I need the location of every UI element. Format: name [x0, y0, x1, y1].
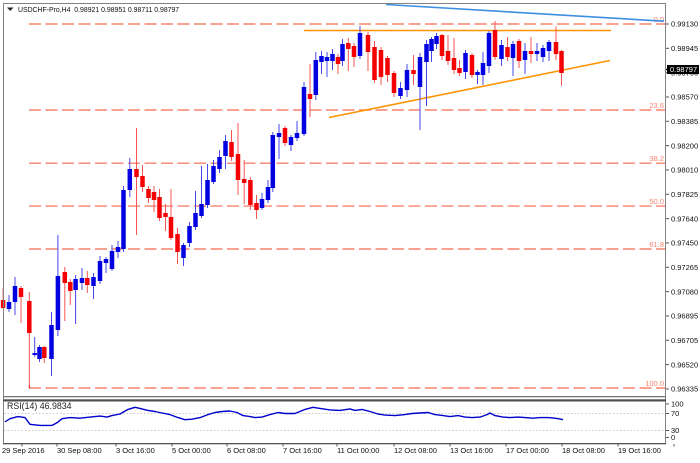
svg-text:12 Oct 08:00: 12 Oct 08:00 — [394, 446, 437, 455]
svg-text:RSI(14) 46.9834: RSI(14) 46.9834 — [7, 401, 72, 411]
svg-text:100.0: 100.0 — [645, 379, 664, 388]
svg-text:17 Oct 00:00: 17 Oct 00:00 — [506, 446, 549, 455]
svg-text:5 Oct 00:00: 5 Oct 00:00 — [172, 446, 211, 455]
svg-text:0: 0 — [671, 433, 675, 442]
svg-text:30: 30 — [671, 426, 679, 435]
svg-text:0.96895: 0.96895 — [671, 312, 698, 321]
svg-text:100: 100 — [671, 400, 684, 409]
svg-text:7 Oct 16:00: 7 Oct 16:00 — [283, 446, 322, 455]
svg-text:0.98010: 0.98010 — [671, 166, 698, 175]
svg-text:0.96705: 0.96705 — [671, 336, 698, 345]
svg-text:0.98570: 0.98570 — [671, 93, 698, 102]
svg-text:38.2: 38.2 — [649, 154, 664, 163]
svg-text:18 Oct 08:00: 18 Oct 08:00 — [562, 446, 605, 455]
svg-text:70: 70 — [671, 409, 679, 418]
svg-text:0.97080: 0.97080 — [671, 287, 698, 296]
svg-text:30 Sep 08:00: 30 Sep 08:00 — [57, 446, 102, 455]
svg-text:19 Oct 16:00: 19 Oct 16:00 — [618, 446, 661, 455]
svg-text:0.98797: 0.98797 — [670, 65, 697, 74]
svg-text:0.98200: 0.98200 — [671, 141, 698, 150]
svg-text:61.8: 61.8 — [649, 240, 664, 249]
svg-text:29 Sep 2016: 29 Sep 2016 — [2, 446, 45, 455]
svg-text:0.97450: 0.97450 — [671, 239, 698, 248]
svg-text:13 Oct 16:00: 13 Oct 16:00 — [450, 446, 493, 455]
svg-text:0.99130: 0.99130 — [671, 20, 698, 29]
svg-text:50.0: 50.0 — [649, 197, 664, 206]
svg-text:0.97640: 0.97640 — [671, 214, 698, 223]
svg-text:3 Oct 16:00: 3 Oct 16:00 — [116, 446, 155, 455]
svg-text:0.98945: 0.98945 — [671, 44, 698, 53]
svg-text:0.97265: 0.97265 — [671, 263, 698, 272]
svg-text:0.96335: 0.96335 — [671, 385, 698, 394]
svg-text:6 Oct 08:00: 6 Oct 08:00 — [227, 446, 266, 455]
svg-text:23.6: 23.6 — [649, 101, 664, 110]
svg-text:0.96520: 0.96520 — [671, 360, 698, 369]
svg-text:11 Oct 00:00: 11 Oct 00:00 — [337, 446, 379, 455]
svg-text:USDCHF-Pro,H4 0.98921 0.98951: USDCHF-Pro,H4 0.98921 0.98951 0.98711 0.… — [18, 7, 179, 14]
svg-text:0.0: 0.0 — [654, 15, 664, 24]
svg-text:0.98385: 0.98385 — [671, 117, 698, 126]
svg-text:0.97825: 0.97825 — [671, 190, 698, 199]
